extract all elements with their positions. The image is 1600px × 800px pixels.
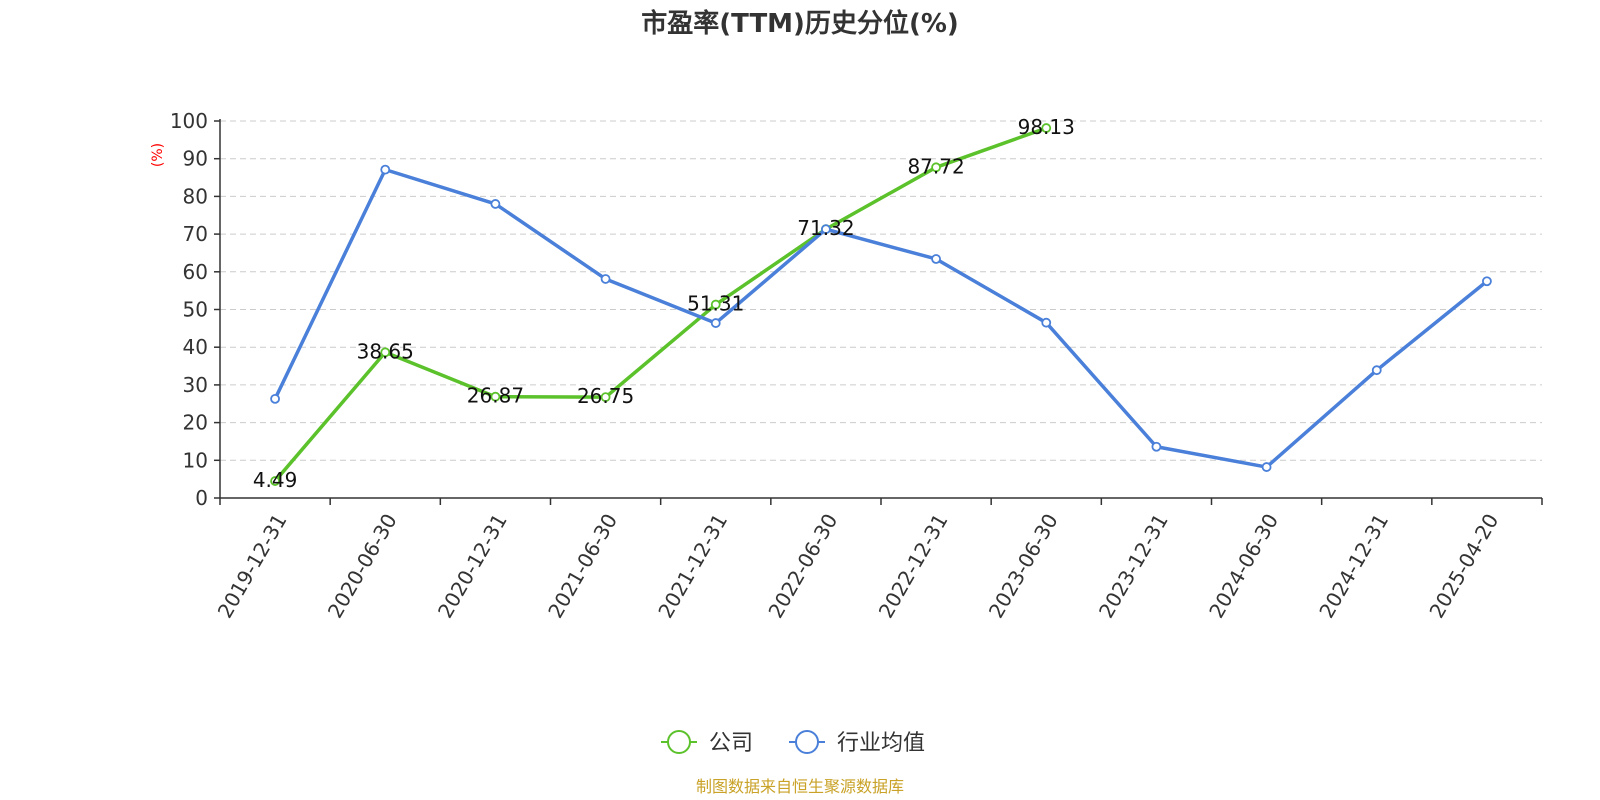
grid-lines bbox=[220, 120, 1542, 461]
data-label: 51.31 bbox=[687, 292, 744, 316]
x-tick-label: 2024-06-30 bbox=[1204, 510, 1283, 623]
x-tick-label: 2020-12-31 bbox=[433, 509, 512, 622]
y-tick-label: 10 bbox=[183, 448, 208, 472]
x-tick-label: 2023-12-31 bbox=[1094, 510, 1173, 623]
y-tick-label: 80 bbox=[183, 184, 208, 208]
x-tick-label: 2019-12-31 bbox=[213, 510, 292, 623]
series-point-0[interactable] bbox=[931, 162, 941, 173]
legend-marker bbox=[667, 730, 691, 754]
y-tick-label: 70 bbox=[183, 222, 208, 246]
series-point-0[interactable] bbox=[380, 347, 391, 358]
legend-item-0[interactable]: 公司 bbox=[661, 730, 753, 756]
data-label: 98.13 bbox=[1018, 115, 1075, 139]
series-point-1[interactable] bbox=[1151, 441, 1162, 452]
series-point-0[interactable] bbox=[270, 476, 280, 486]
series-point-1[interactable] bbox=[1261, 462, 1272, 472]
series-point-1[interactable] bbox=[380, 164, 391, 175]
x-tick-label: 2022-06-30 bbox=[763, 510, 842, 623]
legend-label: 行业均值 bbox=[837, 731, 925, 756]
y-tick-label: 30 bbox=[183, 373, 208, 397]
x-tick-label: 2021-06-30 bbox=[543, 510, 622, 623]
data-label: 87.72 bbox=[907, 154, 964, 178]
data-label: 71.32 bbox=[797, 216, 854, 240]
series-point-0[interactable] bbox=[600, 392, 611, 403]
series-line-1 bbox=[273, 167, 1489, 469]
y-tick-label: 40 bbox=[183, 335, 208, 359]
data-label: 4.49 bbox=[253, 468, 298, 492]
series-point-1[interactable] bbox=[270, 393, 280, 404]
series-point-0[interactable] bbox=[710, 299, 721, 310]
x-tick-label: 2023-06-30 bbox=[984, 510, 1063, 623]
series-point-0[interactable] bbox=[1041, 123, 1052, 133]
y-tick-label: 90 bbox=[183, 147, 208, 171]
legend-item-1[interactable]: 行业均值 bbox=[789, 730, 925, 756]
series-point-1[interactable] bbox=[1371, 365, 1382, 376]
y-tick-label: 50 bbox=[183, 298, 208, 322]
series-point-1[interactable] bbox=[931, 254, 941, 264]
data-label: 26.75 bbox=[577, 384, 634, 408]
y-tick-label: 0 bbox=[195, 486, 208, 510]
y-tick-label: 60 bbox=[183, 260, 208, 284]
series-lines bbox=[270, 123, 1492, 486]
legend-marker bbox=[795, 730, 819, 754]
x-tick-label: 2021-12-31 bbox=[653, 510, 732, 623]
legend-label: 公司 bbox=[709, 731, 753, 756]
data-label: 26.87 bbox=[467, 384, 524, 408]
series-point-1[interactable] bbox=[821, 224, 831, 235]
series-point-1[interactable] bbox=[710, 318, 721, 328]
series-line-0 bbox=[273, 126, 1047, 483]
series-point-1[interactable] bbox=[1041, 317, 1052, 328]
data-label: 38.65 bbox=[357, 339, 414, 363]
chart-title: 市盈率(TTM)历史分位(%) bbox=[641, 8, 959, 39]
x-tick-label: 2020-06-30 bbox=[323, 510, 402, 623]
series-point-0[interactable] bbox=[490, 391, 501, 402]
series-point-1[interactable] bbox=[600, 274, 611, 284]
series-point-1[interactable] bbox=[490, 199, 501, 209]
data-labels: 4.49 38.65 26.87 26.75 51.31 71.32 87.72 98.13 bbox=[253, 115, 1075, 492]
x-tick-label: 2022-12-31 bbox=[874, 509, 953, 622]
series-point-1[interactable] bbox=[1482, 276, 1492, 287]
y-tick-label: 20 bbox=[183, 411, 208, 435]
source-note: 制图数据来自恒生聚源数据库 bbox=[696, 777, 904, 796]
legend[interactable]: 公司 行业均值 bbox=[661, 730, 925, 756]
x-tick-label: 2024-12-31 bbox=[1314, 510, 1393, 623]
x-tick-label: 2025-04-20 bbox=[1424, 510, 1503, 623]
y-tick-label: 100 bbox=[170, 109, 208, 133]
y-axis-unit-label: (%) bbox=[150, 143, 166, 167]
